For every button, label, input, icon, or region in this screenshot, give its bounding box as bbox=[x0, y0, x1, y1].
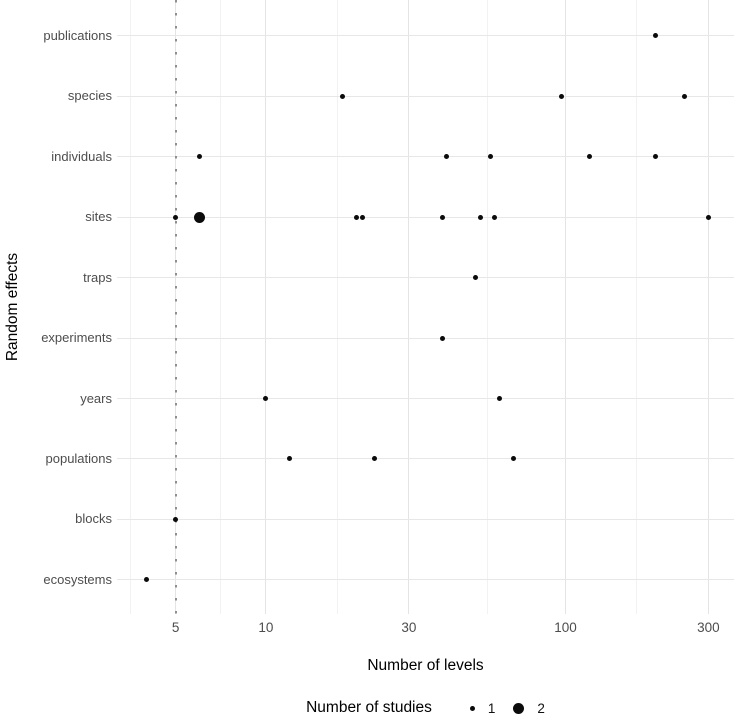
legend-dot-size-2 bbox=[513, 702, 525, 714]
y-tick-label-years: years bbox=[80, 390, 112, 406]
x-major-gridline bbox=[408, 0, 410, 614]
legend-item-label: 1 bbox=[487, 700, 496, 716]
data-point-blocks-5 bbox=[173, 516, 179, 522]
data-point-sites-20 bbox=[353, 214, 359, 220]
y-tick-label-species: species bbox=[67, 88, 112, 104]
y-gridline-sites bbox=[117, 216, 734, 218]
reference-line-x5 bbox=[174, 0, 177, 614]
data-point-sites-52 bbox=[477, 214, 483, 220]
data-point-publications-200 bbox=[653, 33, 659, 39]
x-major-gridline bbox=[265, 0, 267, 614]
y-gridline-traps bbox=[117, 277, 734, 279]
data-point-experiments-39 bbox=[440, 335, 446, 341]
data-point-populations-67 bbox=[510, 456, 516, 462]
x-tick-label-100: 100 bbox=[554, 620, 577, 635]
y-tick-label-populations: populations bbox=[45, 450, 113, 466]
data-point-sites-39 bbox=[440, 214, 446, 220]
data-point-individuals-6 bbox=[196, 154, 202, 160]
data-point-species-18 bbox=[339, 93, 345, 99]
y-axis-title: Random effects bbox=[4, 252, 21, 362]
legend-item-1: 1 bbox=[469, 700, 496, 716]
data-point-individuals-120 bbox=[586, 154, 592, 160]
y-gridline-species bbox=[117, 95, 734, 97]
data-point-populations-12 bbox=[287, 456, 293, 462]
x-axis-title: Number of levels bbox=[367, 657, 484, 674]
y-tick-label-traps: traps bbox=[83, 269, 112, 285]
y-gridline-individuals bbox=[117, 156, 734, 158]
y-gridline-ecosystems bbox=[117, 579, 734, 581]
x-minor-gridline bbox=[220, 0, 222, 614]
data-point-populations-23 bbox=[371, 456, 377, 462]
data-point-individuals-200 bbox=[653, 154, 659, 160]
data-point-traps-50 bbox=[472, 275, 478, 281]
data-point-years-60 bbox=[496, 396, 502, 401]
x-minor-gridline bbox=[486, 0, 488, 614]
y-tick-label-ecosystems: ecosystems bbox=[43, 571, 112, 587]
y-tick-label-experiments: experiments bbox=[41, 330, 112, 346]
data-point-ecosystems-4 bbox=[144, 577, 150, 583]
x-tick-label-300: 300 bbox=[697, 620, 720, 635]
x-tick-label-10: 10 bbox=[258, 620, 274, 635]
y-gridline-publications bbox=[117, 35, 734, 37]
x-minor-gridline bbox=[130, 0, 132, 614]
legend-dot-size-1 bbox=[469, 705, 475, 711]
x-tick-label-30: 30 bbox=[401, 620, 417, 635]
data-point-species-97 bbox=[559, 93, 565, 99]
y-gridline-populations bbox=[117, 458, 734, 460]
y-gridline-experiments bbox=[117, 337, 734, 339]
data-point-sites-300 bbox=[705, 214, 711, 220]
legend-item-2: 2 bbox=[513, 701, 545, 716]
legend-item-label: 2 bbox=[537, 700, 545, 716]
legend-title: Number of studies bbox=[306, 699, 432, 716]
x-tick-label-5: 5 bbox=[171, 620, 180, 635]
plot-panel bbox=[117, 0, 734, 614]
data-point-individuals-40 bbox=[443, 154, 449, 160]
data-point-sites-58 bbox=[492, 214, 498, 220]
x-minor-gridline bbox=[636, 0, 638, 614]
y-tick-label-individuals: individuals bbox=[51, 148, 112, 164]
data-point-years-10 bbox=[263, 396, 269, 401]
y-tick-label-sites: sites bbox=[85, 209, 112, 225]
x-major-gridline bbox=[707, 0, 709, 614]
x-major-gridline bbox=[564, 0, 566, 614]
data-point-species-250 bbox=[682, 93, 688, 99]
data-point-individuals-56 bbox=[487, 154, 493, 160]
data-point-sites-6 bbox=[193, 211, 205, 223]
data-point-sites-21 bbox=[359, 214, 365, 220]
x-minor-gridline bbox=[336, 0, 338, 614]
data-point-sites-5 bbox=[173, 214, 179, 220]
y-gridline-years bbox=[117, 398, 734, 399]
y-gridline-blocks bbox=[117, 518, 734, 520]
y-tick-label-publications: publications bbox=[43, 27, 112, 43]
y-tick-label-blocks: blocks bbox=[75, 511, 112, 527]
